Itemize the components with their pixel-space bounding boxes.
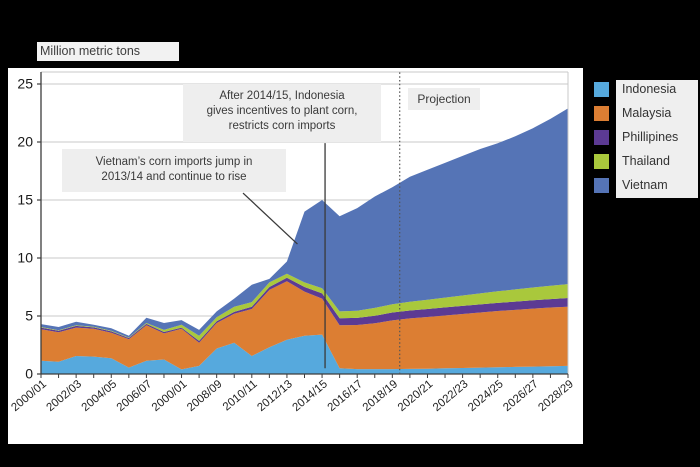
svg-text:2010/11: 2010/11 bbox=[221, 378, 260, 413]
legend-label-phillipines: Phillipines bbox=[622, 130, 679, 144]
projection-label: Projection bbox=[408, 88, 480, 110]
legend-label-malaysia: Malaysia bbox=[622, 106, 672, 120]
svg-text:25: 25 bbox=[17, 76, 33, 92]
svg-text:2002/03: 2002/03 bbox=[44, 378, 84, 414]
y-axis-labels: 0 5 10 15 20 25 bbox=[17, 76, 41, 382]
area-series-vietnam bbox=[41, 108, 568, 338]
annotation-indonesia-policy: After 2014/15, Indonesia gives incentive… bbox=[183, 84, 381, 142]
stacked-areas bbox=[41, 108, 568, 374]
svg-text:20: 20 bbox=[17, 134, 33, 150]
area-series-malaysia bbox=[41, 281, 568, 370]
annotation-vietnam-note: Vietnam’s corn imports jump in 2013/14 a… bbox=[62, 149, 286, 192]
area-series-indonesia bbox=[41, 334, 568, 374]
svg-text:2008/09: 2008/09 bbox=[185, 378, 225, 414]
legend-swatch-vietnam bbox=[594, 178, 609, 193]
svg-text:2012/13: 2012/13 bbox=[255, 378, 295, 414]
svg-text:2018/19: 2018/19 bbox=[361, 378, 401, 414]
svg-text:2016/17: 2016/17 bbox=[326, 378, 366, 414]
svg-text:2000/01: 2000/01 bbox=[9, 378, 49, 414]
unit-label: Million metric tons bbox=[37, 42, 179, 61]
svg-text:2024/25: 2024/25 bbox=[466, 378, 506, 414]
svg-text:2014/15: 2014/15 bbox=[290, 378, 330, 414]
chart-panel: 0 5 10 15 20 25 2000/01 2002/03 2004/05 2006/07 20… bbox=[8, 68, 583, 444]
legend-background-panel bbox=[616, 80, 698, 198]
svg-text:2022/23: 2022/23 bbox=[431, 378, 471, 414]
area-series-phillipines bbox=[41, 277, 568, 343]
legend-label-indonesia: Indonesia bbox=[622, 82, 677, 96]
legend-swatch-indonesia bbox=[594, 82, 609, 97]
svg-text:0: 0 bbox=[25, 366, 33, 382]
legend-swatch-thailand bbox=[594, 154, 609, 169]
legend-label-thailand: Thailand bbox=[622, 154, 670, 168]
svg-text:2026/27: 2026/27 bbox=[501, 378, 541, 414]
legend-label-vietnam: Vietnam bbox=[622, 178, 668, 192]
annotation-lines bbox=[242, 72, 401, 374]
svg-text:2028/29: 2028/29 bbox=[536, 378, 576, 414]
svg-text:2006/07: 2006/07 bbox=[115, 378, 155, 414]
svg-text:2004/05: 2004/05 bbox=[80, 378, 120, 414]
svg-text:2000/01: 2000/01 bbox=[150, 378, 190, 414]
svg-text:5: 5 bbox=[25, 308, 33, 324]
svg-text:15: 15 bbox=[17, 192, 33, 208]
chart-svg: 05101520252000/012002/032004/052006/0720… bbox=[9, 71, 576, 414]
legend-swatch-phillipines bbox=[594, 130, 609, 145]
vietnam-note-pointer bbox=[242, 192, 298, 245]
svg-text:10: 10 bbox=[17, 250, 33, 266]
legend-swatch-malaysia bbox=[594, 106, 609, 121]
svg-text:2020/21: 2020/21 bbox=[396, 378, 436, 414]
x-axis-labels: 2000/012002/032004/052006/072000/012008/… bbox=[9, 374, 576, 414]
